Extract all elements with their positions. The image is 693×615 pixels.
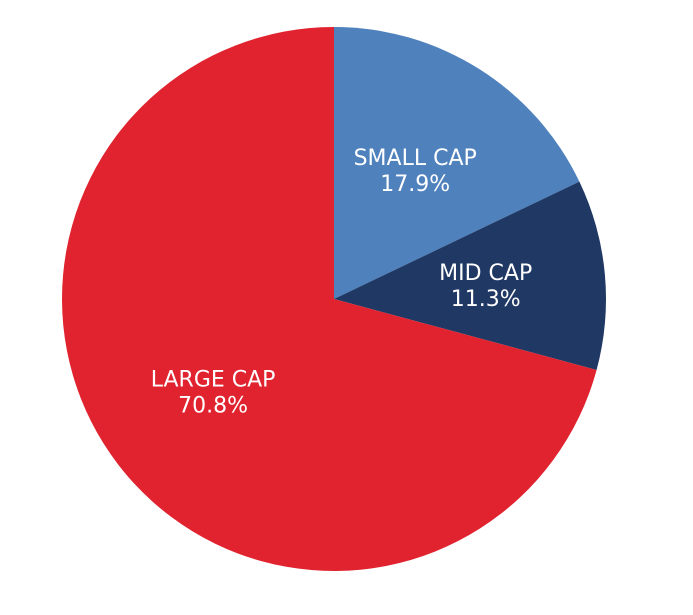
pie-slice-mid-cap xyxy=(334,181,606,370)
slice-category-label: MID CAP xyxy=(439,261,532,286)
pie-slice-large-cap xyxy=(61,27,597,571)
slice-category-label: SMALL CAP xyxy=(354,146,477,171)
slice-value-label: 17.9% xyxy=(380,172,450,197)
pie-slice-small-cap xyxy=(334,27,580,299)
slice-value-label: 11.3% xyxy=(451,287,521,312)
pie-slices xyxy=(61,27,606,571)
slice-value-label: 70.8% xyxy=(178,394,248,419)
slice-category-label: LARGE CAP xyxy=(151,368,276,393)
